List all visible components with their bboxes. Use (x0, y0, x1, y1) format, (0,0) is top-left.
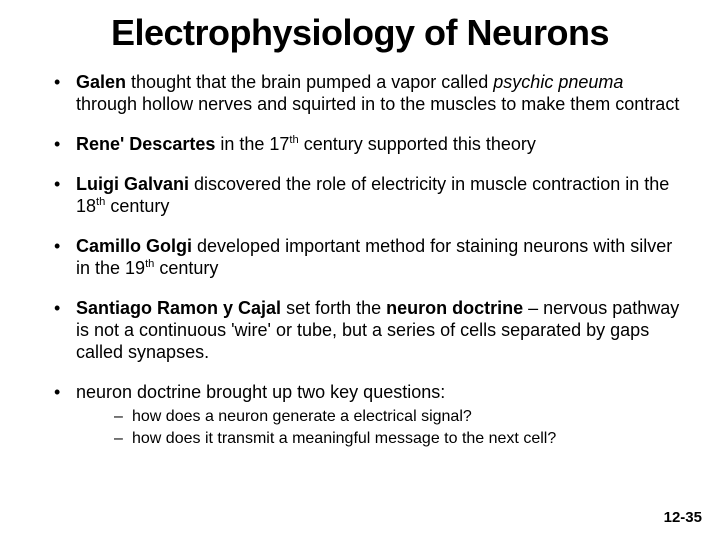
text-run: neuron doctrine brought up two key quest… (76, 382, 445, 402)
text-run: psychic pneuma (493, 72, 623, 92)
text-run: how does it transmit a meaningful messag… (132, 430, 556, 447)
text-run: Camillo Golgi (76, 236, 192, 256)
text-run: Galen (76, 72, 126, 92)
text-run: through hollow nerves and squirted in to… (76, 94, 679, 114)
page-number: 12-35 (664, 509, 702, 526)
text-run: set forth the (281, 298, 386, 318)
bullet-list: Galen thought that the brain pumped a va… (40, 72, 680, 449)
bullet-item: Rene' Descartes in the 17th century supp… (54, 134, 680, 156)
text-run: how does a neuron generate a electrical … (132, 408, 472, 425)
text-run: century (105, 196, 169, 216)
text-run: Rene' Descartes (76, 134, 215, 154)
bullet-item: Luigi Galvani discovered the role of ele… (54, 174, 680, 218)
text-run: Luigi Galvani (76, 174, 189, 194)
text-run: century (154, 258, 218, 278)
bullet-item: Camillo Golgi developed important method… (54, 236, 680, 280)
sub-bullet-item: how does it transmit a meaningful messag… (114, 429, 680, 449)
text-run: century supported this theory (299, 134, 536, 154)
bullet-item: Santiago Ramon y Cajal set forth the neu… (54, 298, 680, 364)
sub-bullet-item: how does a neuron generate a electrical … (114, 407, 680, 427)
sub-bullet-list: how does a neuron generate a electrical … (76, 407, 680, 449)
bullet-item: neuron doctrine brought up two key quest… (54, 382, 680, 450)
bullet-item: Galen thought that the brain pumped a va… (54, 72, 680, 116)
text-run: Santiago Ramon y Cajal (76, 298, 281, 318)
slide: Electrophysiology of Neurons Galen thoug… (0, 0, 720, 540)
text-run: th (289, 134, 298, 146)
text-run: neuron doctrine (386, 298, 523, 318)
text-run: in the 17 (215, 134, 289, 154)
text-run: th (96, 196, 105, 208)
slide-title: Electrophysiology of Neurons (40, 12, 680, 54)
text-run: thought that the brain pumped a vapor ca… (126, 72, 493, 92)
text-run: th (145, 258, 154, 270)
